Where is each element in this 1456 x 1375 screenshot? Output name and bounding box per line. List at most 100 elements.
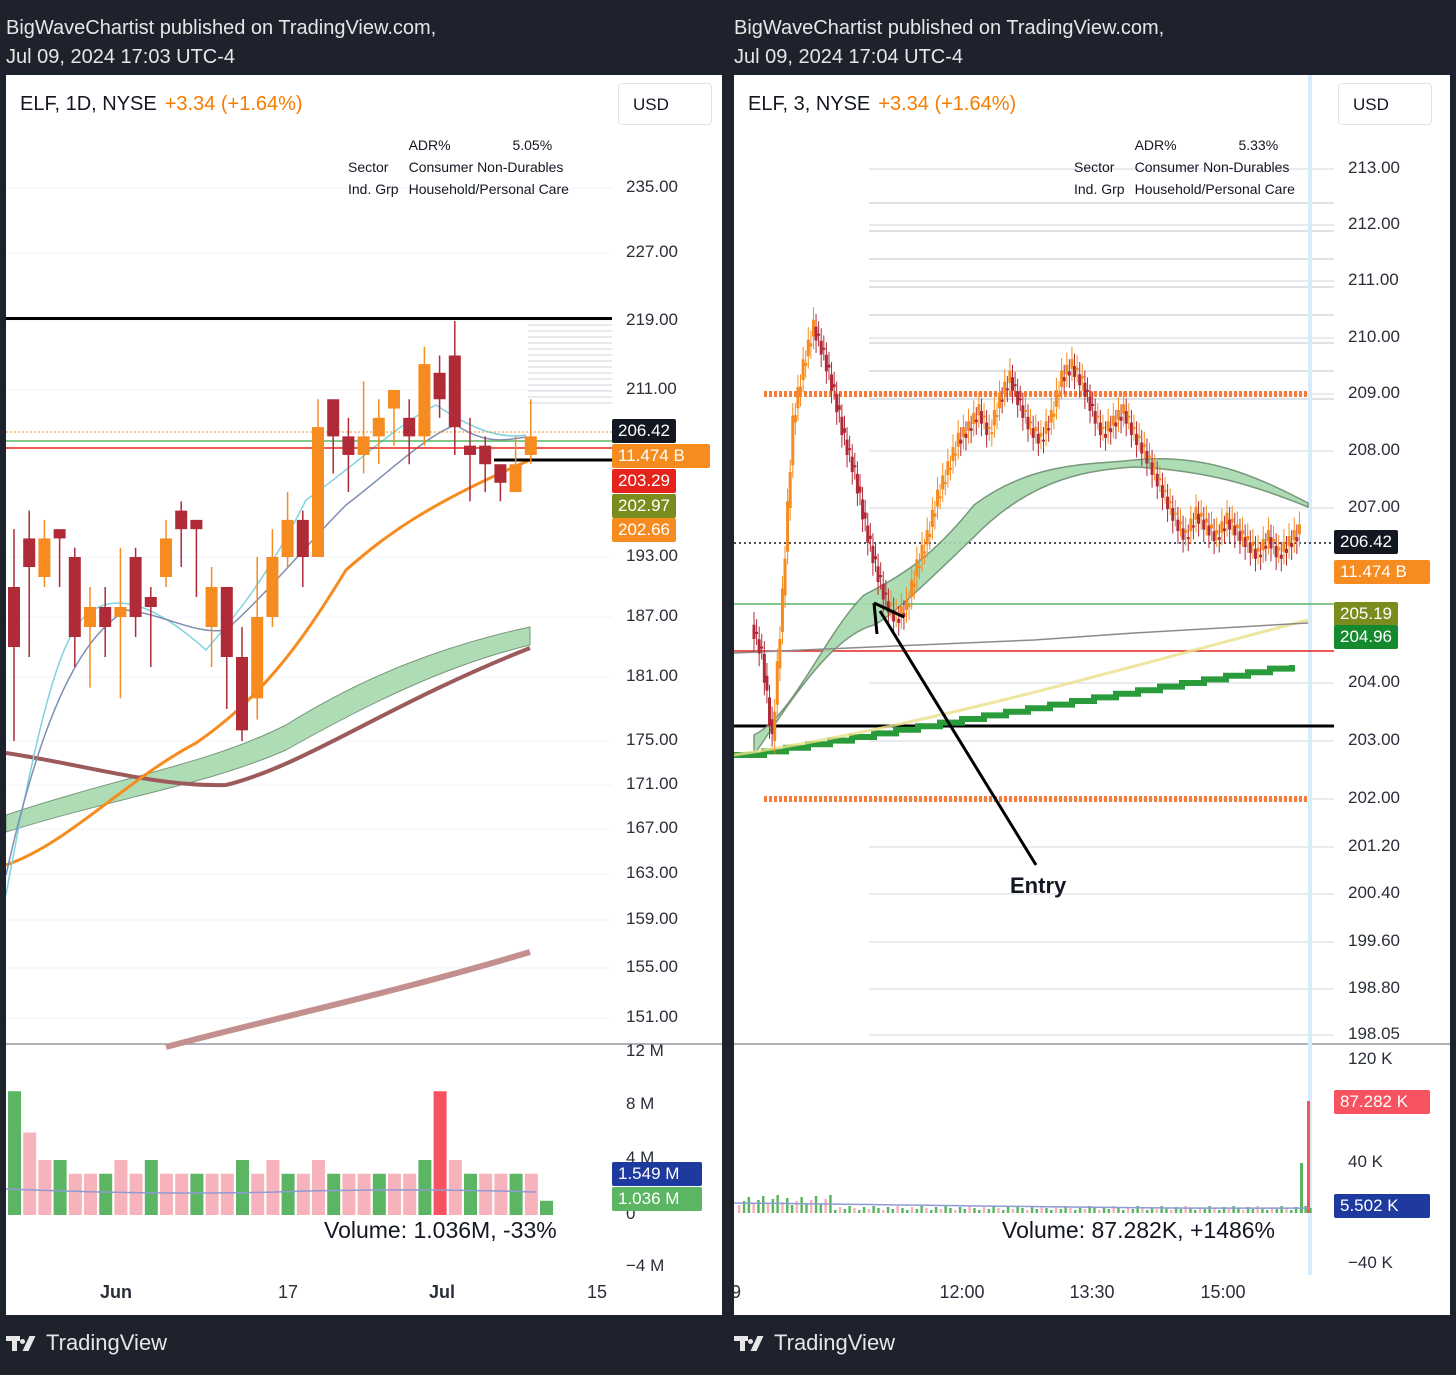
candle-body: [38, 538, 51, 577]
candle-body: [863, 512, 867, 519]
brand-left: TradingView: [6, 1330, 167, 1356]
candle-body: [837, 405, 841, 410]
x-tick-1330: 13:30: [1069, 1282, 1115, 1302]
price-tick-low-5: 199.60: [1348, 931, 1400, 950]
candle-body: [969, 428, 973, 431]
volume-bar: [968, 1206, 971, 1213]
candle-body: [403, 417, 416, 437]
volume-bar: [509, 1173, 523, 1215]
volume-bar: [973, 1208, 976, 1213]
candle-body: [1204, 518, 1208, 523]
candle-body: [819, 340, 823, 355]
candle-body: [312, 427, 324, 557]
candle-body: [954, 453, 958, 456]
price-tick-2: 219.00: [626, 310, 678, 329]
volume-bar: [129, 1173, 143, 1215]
candle-body: [1225, 512, 1229, 525]
volume-bar: [978, 1210, 981, 1213]
volume-bar: [1126, 1207, 1130, 1213]
volume-bar: [144, 1160, 158, 1215]
volume-bar: [910, 1207, 914, 1213]
volume-spike-bar: [1307, 1101, 1310, 1213]
price-tick-1: 227.00: [626, 242, 678, 261]
candle-body: [827, 364, 831, 368]
candle-body: [1241, 530, 1245, 535]
candle-body: [1145, 451, 1149, 464]
candle-body: [1197, 513, 1201, 524]
volume-bar: [1112, 1206, 1115, 1213]
volume-bar: [862, 1207, 866, 1213]
volume-bar: [205, 1173, 219, 1215]
candle-body: [1147, 455, 1151, 458]
vol-spike-badge: 87.282 K: [1334, 1090, 1430, 1114]
volume-bar: [388, 1173, 401, 1215]
candle-body: [928, 533, 932, 538]
volume-bar: [915, 1209, 919, 1213]
candle-body: [1210, 524, 1214, 529]
candle-body: [1282, 541, 1286, 552]
candle-body: [1065, 364, 1069, 375]
candle-body: [1212, 531, 1216, 542]
volume-bar: [824, 1199, 827, 1213]
price-tick-low-0: 204.00: [1348, 672, 1400, 691]
candle-body: [1140, 442, 1144, 454]
candle-body: [8, 587, 20, 647]
volume-bar: [1069, 1208, 1072, 1213]
volume-bar: [1227, 1209, 1231, 1213]
price-badge: 206.42: [612, 419, 676, 443]
candle-body: [1264, 545, 1268, 549]
candle-body: [1163, 489, 1167, 492]
intraday-chart-canvas[interactable]: [734, 75, 1450, 1315]
candle-body: [1010, 377, 1014, 391]
volume-bar: [1261, 1208, 1264, 1213]
price-tick-2: 211.00: [1348, 270, 1399, 289]
candle-body: [266, 557, 279, 617]
candle-body: [879, 575, 883, 578]
candle-body: [1228, 519, 1232, 530]
candle-body: [985, 422, 989, 436]
currency-button[interactable]: USD: [618, 83, 712, 125]
sector-value-right: Consumer Non-Durables: [1134, 159, 1290, 175]
level-badge-right-1: 205.19: [1334, 602, 1398, 626]
candle-body: [1093, 411, 1097, 424]
volume-bar: [1170, 1210, 1173, 1213]
candle-body: [1176, 519, 1180, 532]
candle-body: [848, 448, 852, 451]
candle-body: [1075, 367, 1079, 371]
vol-tick-2: −40 K: [1348, 1253, 1393, 1272]
candle-body: [1036, 433, 1040, 444]
volume-bar: [810, 1200, 813, 1213]
volume-bar: [236, 1160, 249, 1215]
candle-body: [1253, 548, 1257, 559]
currency-button-right[interactable]: USD: [1338, 83, 1432, 125]
intraday-chart-panel[interactable]: ELF, 3, NYSE +3.34 (+1.64%) USD ADR% 5.33%…: [734, 75, 1450, 1315]
candle-body: [1251, 541, 1255, 546]
candle-body: [938, 496, 942, 499]
candle-body: [977, 404, 981, 416]
candle-body: [871, 545, 875, 564]
candle-body: [1235, 524, 1239, 529]
candle-body: [990, 432, 994, 435]
candle-body: [281, 519, 294, 557]
candle-body: [768, 697, 772, 727]
price-tick-3: 210.00: [1348, 327, 1400, 346]
candle-body: [114, 607, 127, 617]
volume-bar: [1189, 1208, 1192, 1213]
x-tick-1200: 12:00: [939, 1282, 985, 1302]
price-tick-8: 171.00: [626, 774, 678, 793]
candle-body: [1021, 405, 1025, 418]
candle-body: [1230, 518, 1234, 523]
daily-chart-panel[interactable]: ELF, 1D, NYSE +3.34 (+1.64%) USD ADR% 5.05…: [6, 75, 722, 1315]
volume-bar: [312, 1160, 325, 1215]
volume-b-badge: 11.474 B: [612, 444, 710, 468]
volume-bar: [1107, 1209, 1111, 1213]
candle-body: [992, 409, 996, 426]
x-tick-1500: 15:00: [1200, 1282, 1246, 1302]
candle-body: [1044, 421, 1048, 434]
daily-chart-canvas[interactable]: [6, 75, 722, 1315]
volume-bar: [762, 1196, 765, 1213]
candle-body: [1111, 415, 1115, 426]
candle-body: [1295, 537, 1299, 542]
vol-tick-4: −4 M: [626, 1256, 665, 1275]
volume-bar: [1136, 1206, 1139, 1213]
